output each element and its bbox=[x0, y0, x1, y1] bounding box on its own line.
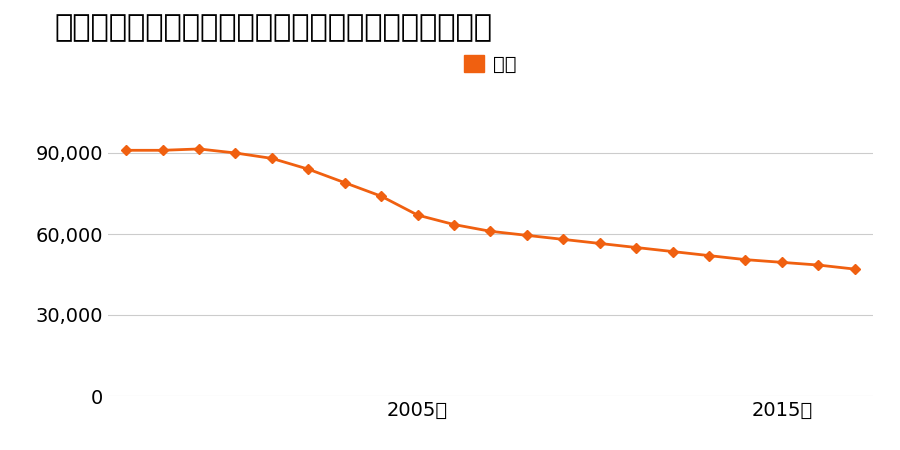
Legend: 価格: 価格 bbox=[464, 55, 517, 74]
Text: 山口県岩国市牛野谷町２丁目１８０番１外の地価推移: 山口県岩国市牛野谷町２丁目１８０番１外の地価推移 bbox=[54, 14, 492, 42]
